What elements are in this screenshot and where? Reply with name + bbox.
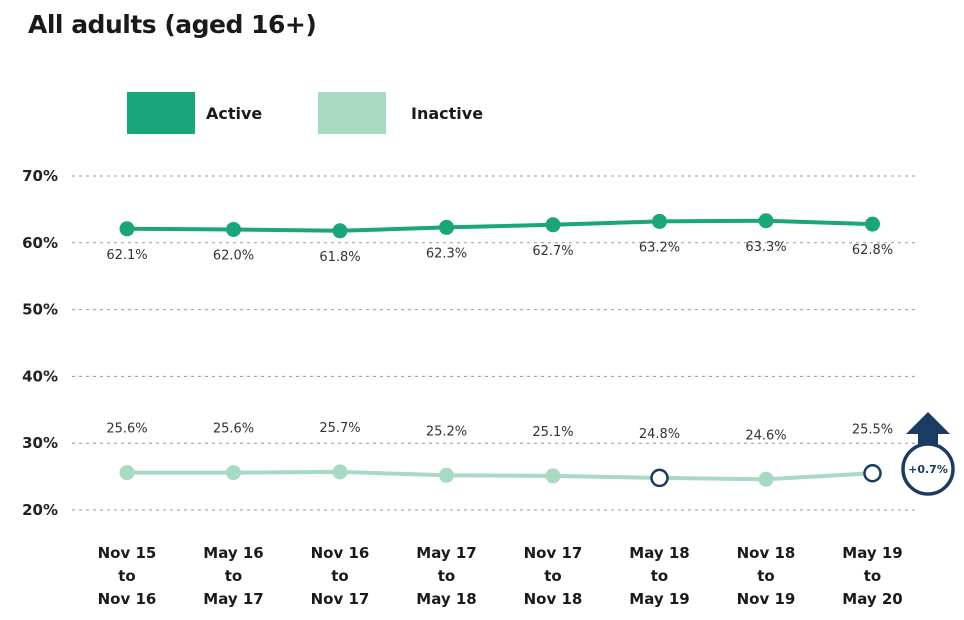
- change-annotation: +0.7%: [901, 412, 955, 496]
- data-point-active: [226, 221, 241, 237]
- x-tick-label: May 16 to May 17: [203, 544, 263, 608]
- data-label-inactive: 24.8%: [639, 427, 680, 442]
- data-point-active: [545, 217, 561, 233]
- data-point-inactive: [119, 465, 135, 481]
- series-line-active: [125, 218, 875, 233]
- data-label-active: 62.0%: [213, 248, 254, 263]
- x-tick-label: May 17 to May 18: [416, 544, 476, 608]
- y-tick-label: 20%: [22, 501, 58, 519]
- x-tick-label: Nov 16 to Nov 17: [311, 544, 370, 608]
- data-label-inactive: 24.6%: [745, 428, 786, 443]
- legend-label-active: Active: [206, 104, 262, 123]
- data-point-inactive: [758, 471, 774, 487]
- series-line-inactive: [125, 469, 875, 482]
- y-tick-label: 30%: [22, 434, 58, 452]
- legend-swatch-active: [127, 92, 195, 134]
- data-point-inactive-highlighted: [863, 464, 882, 483]
- legend-swatch-inactive: [318, 92, 386, 134]
- data-label-active: 61.8%: [319, 250, 360, 265]
- data-point-active: [758, 213, 774, 229]
- y-tick-label: 50%: [22, 301, 58, 319]
- data-label-active: 62.7%: [532, 244, 573, 259]
- data-point-inactive: [545, 468, 561, 484]
- y-axis: 20% 30% 40% 50% 60% 70%: [22, 167, 58, 519]
- up-arrow-icon: [906, 412, 950, 452]
- x-tick-label: May 19 to May 20: [842, 544, 902, 608]
- data-label-inactive: 25.2%: [426, 424, 467, 439]
- data-label-inactive: 25.6%: [213, 422, 254, 437]
- data-label-inactive: 25.7%: [319, 421, 360, 436]
- data-label-active: 62.8%: [852, 243, 893, 258]
- data-point-active: [332, 223, 348, 239]
- data-point-active: [865, 216, 880, 232]
- data-label-inactive: 25.5%: [852, 422, 893, 437]
- data-point-inactive: [332, 464, 348, 480]
- change-badge: [901, 442, 955, 496]
- data-point-inactive-highlighted: [650, 468, 669, 488]
- x-tick-label: Nov 18 to Nov 19: [737, 544, 796, 608]
- data-point-active: [652, 213, 667, 229]
- y-tick-label: 40%: [22, 367, 58, 385]
- data-point-inactive: [439, 467, 454, 483]
- x-tick-label: Nov 15 to Nov 16: [98, 544, 157, 608]
- legend-label-inactive: Inactive: [411, 104, 483, 123]
- change-label: +0.7%: [908, 463, 948, 476]
- series-group: 62.1% 62.0% 61.8% 62.3% 62.7% 63.2% 63.3% 62.8%…: [106, 213, 893, 488]
- gridlines: [72, 175, 918, 511]
- y-tick-label: 60%: [22, 234, 58, 252]
- data-label-inactive: 25.1%: [532, 425, 573, 440]
- data-label-active: 63.3%: [745, 240, 786, 255]
- data-point-inactive: [226, 465, 241, 481]
- data-label-active: 62.3%: [426, 246, 467, 261]
- data-label-inactive: 25.6%: [106, 422, 147, 437]
- data-point-active: [119, 221, 135, 237]
- y-tick-label: 70%: [22, 167, 58, 185]
- data-point-active: [439, 219, 454, 235]
- legend: Active Inactive: [127, 92, 483, 134]
- chart-title: All adults (aged 16+): [28, 10, 317, 39]
- x-tick-label: Nov 17 to Nov 18: [524, 544, 583, 608]
- data-label-active: 62.1%: [106, 248, 147, 263]
- x-axis: Nov 15 to Nov 16 May 16 to May 17 Nov 16 to Nov …: [98, 544, 903, 608]
- data-label-active: 63.2%: [639, 240, 680, 255]
- x-tick-label: May 18 to May 19: [629, 544, 689, 608]
